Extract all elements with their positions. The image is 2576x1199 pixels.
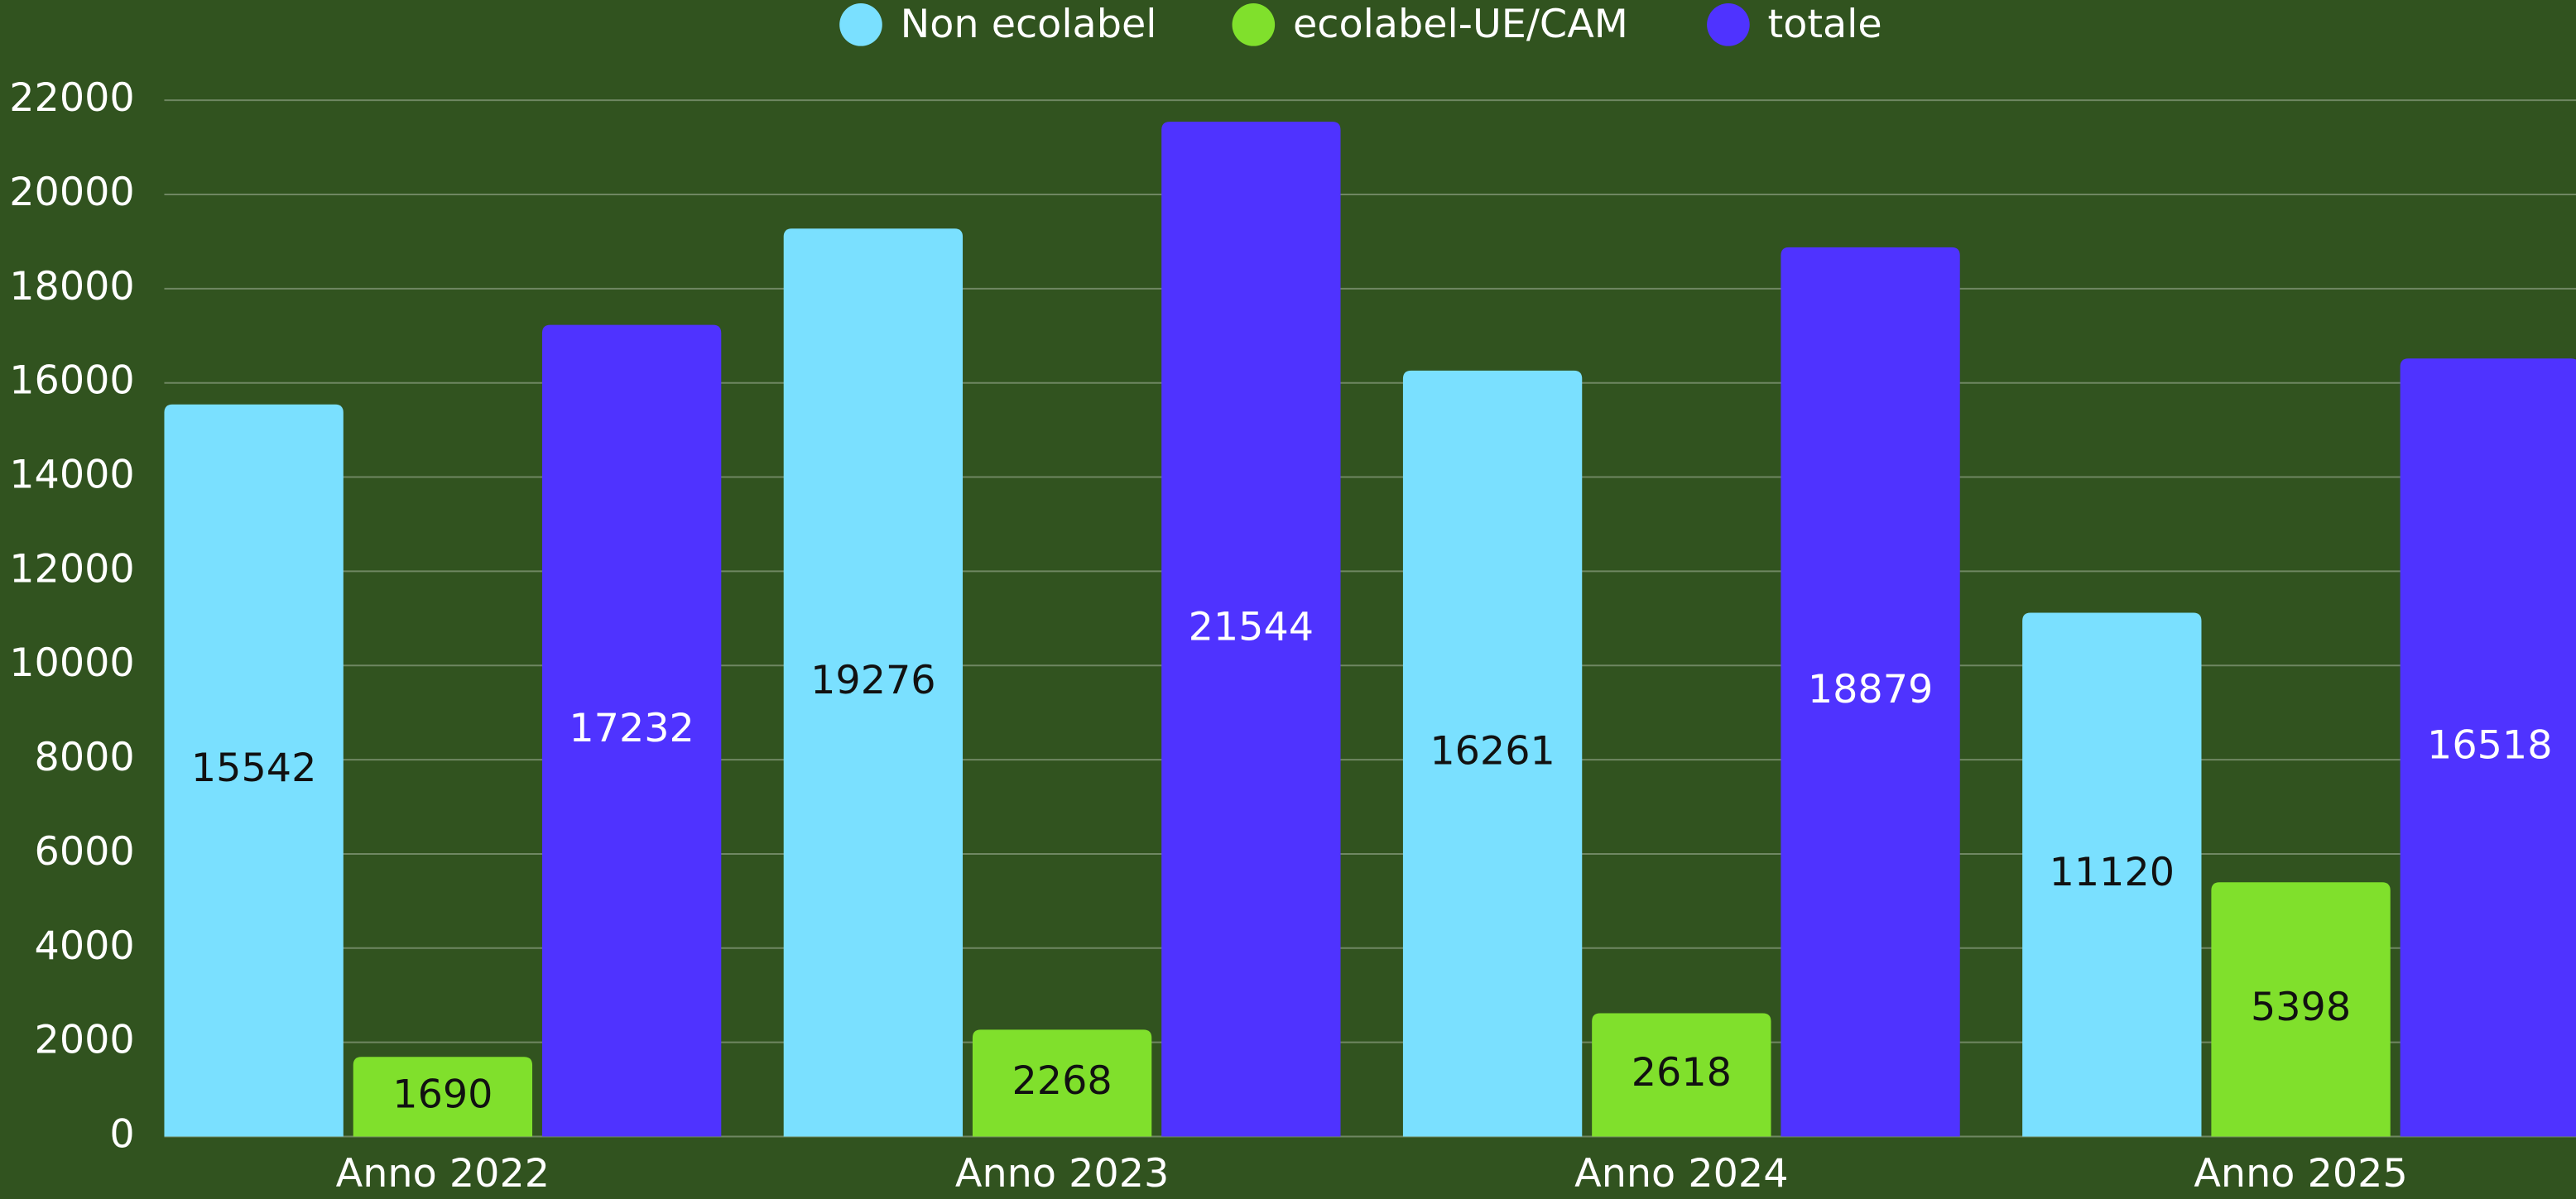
x-tick-label: Anno 2025 [2194,1151,2407,1197]
y-tick-label: 22000 [9,75,135,121]
y-tick-label: 12000 [9,546,135,592]
bar [1592,1013,1771,1137]
legend-marker [839,3,882,46]
y-tick-label: 20000 [9,170,135,215]
bar [1781,247,1960,1137]
y-tick-label: 2000 [35,1018,135,1063]
y-tick-label: 8000 [35,735,135,780]
data-label: 16261 [1430,729,1555,775]
x-tick-label: Anno 2022 [336,1151,550,1197]
bar [2400,358,2576,1137]
legend-marker [1232,3,1276,46]
bar [2022,612,2202,1137]
data-label: 1690 [392,1072,493,1117]
bar [972,1029,1152,1137]
bar [164,404,344,1137]
x-tick-label: Anno 2023 [955,1151,1169,1197]
y-tick-label: 14000 [9,453,135,498]
data-label: 18879 [1808,667,1934,712]
y-tick-label: 6000 [35,829,135,875]
y-tick-label: 4000 [35,923,135,969]
bar [541,324,722,1137]
bar [783,228,964,1137]
legend-marker [1707,3,1750,46]
y-tick-label: 16000 [9,358,135,404]
bar [1402,370,1583,1137]
data-label: 21544 [1189,604,1314,650]
bar [1161,122,1341,1137]
data-label: 17232 [569,706,694,751]
y-tick-label: 18000 [9,264,135,309]
data-label: 2268 [1012,1058,1113,1104]
data-label: 11120 [2050,850,2175,895]
y-tick-label: 0 [109,1111,134,1157]
bar [2211,882,2391,1137]
bar [353,1057,533,1137]
legend-label: Non ecolabel [901,2,1157,47]
y-tick-label: 10000 [9,640,135,686]
data-label: 16518 [2427,722,2553,768]
data-label: 5398 [2251,985,2351,1030]
data-label: 2618 [1632,1050,1732,1096]
data-label: 19276 [810,658,936,703]
x-tick-label: Anno 2024 [1574,1151,1788,1197]
data-label: 15542 [191,746,317,791]
legend-label: ecolabel-UE/CAM [1293,2,1628,47]
legend-label: totale [1768,2,1882,47]
